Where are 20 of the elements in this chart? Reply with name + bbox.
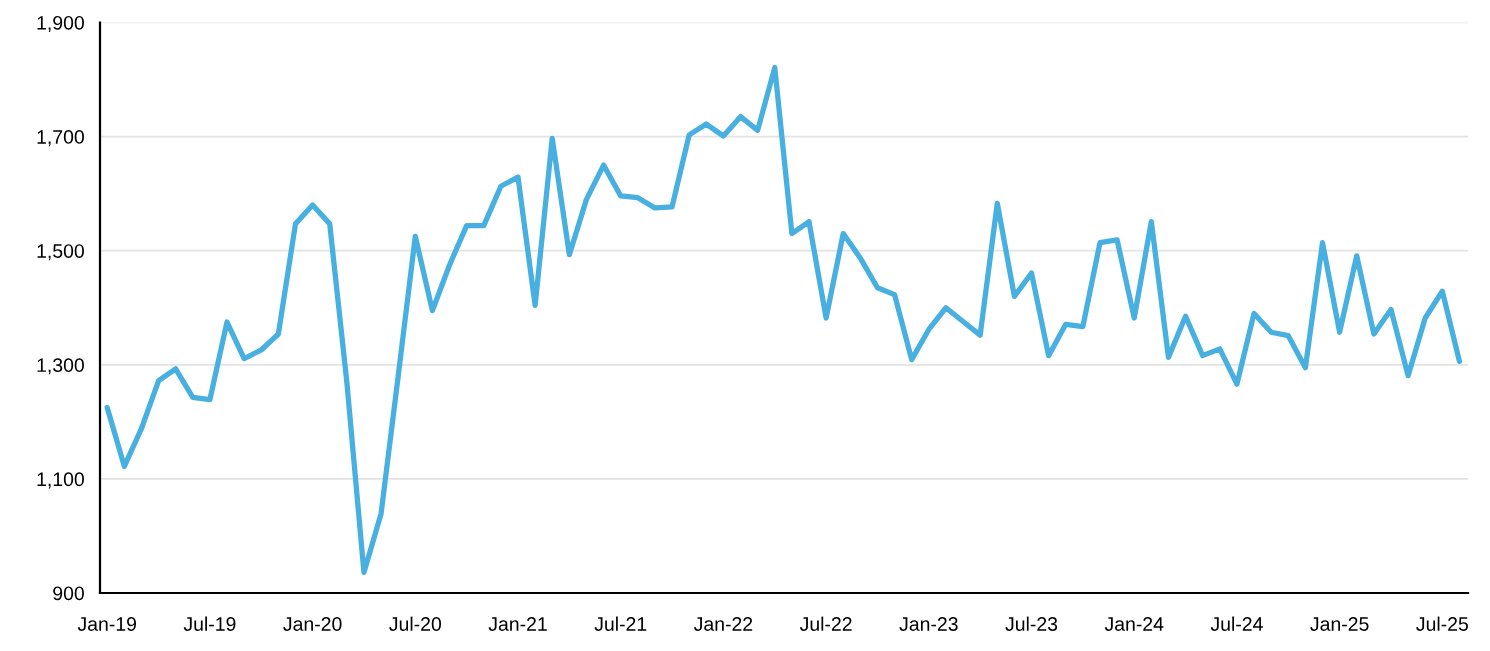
- y-tick-label: 900: [53, 586, 84, 601]
- x-tick-label: Jan-22: [693, 617, 753, 631]
- y-tick-label: 1,700: [37, 130, 84, 147]
- x-tick-label: Jul-19: [183, 616, 236, 631]
- x-tick-label: Jan-24: [1104, 617, 1164, 631]
- y-tick-label: 1,900: [37, 15, 84, 33]
- x-tick-label: Jan-20: [283, 617, 342, 631]
- x-tick-label: Jul-21: [594, 616, 647, 631]
- x-tick-label: Jul-24: [1210, 616, 1263, 631]
- x-tick-label: Jan-25: [1310, 617, 1369, 631]
- x-tick-label: Jul-20: [389, 616, 442, 631]
- x-tick-label: Jan-19: [77, 617, 136, 631]
- x-tick-label: Jan-23: [899, 617, 958, 631]
- y-tick-label: 1,500: [37, 244, 84, 261]
- x-tick-label: Jul-25: [1416, 616, 1468, 631]
- x-tick-label: Jul-23: [1005, 616, 1058, 631]
- y-tick-label: 1,300: [37, 358, 84, 375]
- y-tick-label: 1,100: [37, 472, 84, 489]
- x-tick-label: Jan-21: [488, 617, 547, 631]
- x-tick-label: Jul-22: [799, 616, 852, 631]
